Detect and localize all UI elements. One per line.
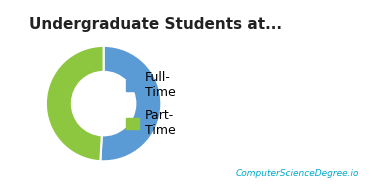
- Wedge shape: [100, 46, 161, 161]
- Text: ComputerScienceDegree.io: ComputerScienceDegree.io: [235, 169, 359, 178]
- Text: .9%: .9%: [110, 102, 130, 112]
- Wedge shape: [46, 46, 104, 161]
- Text: Undergraduate Students at...: Undergraduate Students at...: [29, 17, 282, 32]
- Legend: Full-
Time, Part-
Time: Full- Time, Part- Time: [121, 66, 181, 142]
- Text: 49.: 49.: [79, 99, 96, 109]
